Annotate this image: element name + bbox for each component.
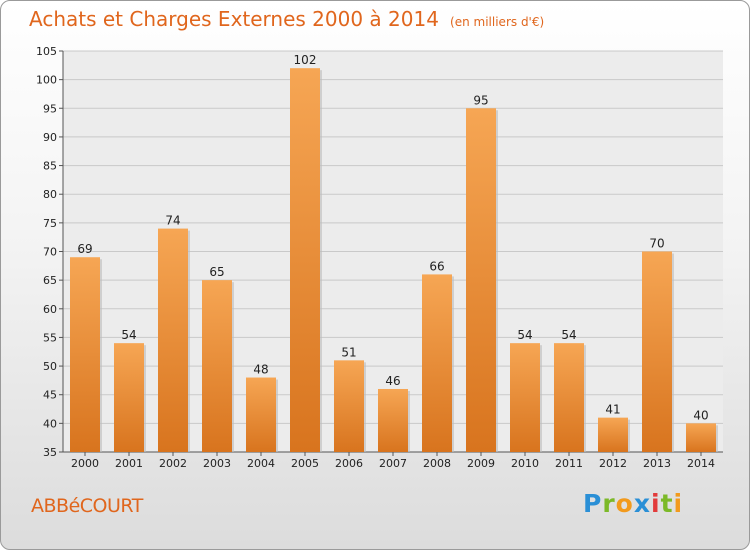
bar [334,360,364,452]
y-tick-label: 105 [36,45,57,58]
x-tick-label: 2014 [687,457,715,470]
y-tick-label: 100 [36,74,57,87]
bar-value-label: 40 [693,408,708,422]
y-tick-label: 60 [43,303,57,316]
bar-value-label: 70 [649,237,664,251]
bar-value-label: 46 [385,374,400,388]
y-tick-label: 70 [43,246,57,259]
bar [114,343,144,452]
proxiti-logo: Proxiti [583,489,684,518]
bar-value-label: 95 [473,93,488,107]
bar [598,417,628,452]
x-tick-label: 2008 [423,457,451,470]
bar [642,251,672,452]
chart-title-text: Achats et Charges Externes 2000 à 2014 [29,7,439,31]
bar-value-label: 51 [341,345,356,359]
x-tick-label: 2003 [203,457,231,470]
bar-value-label: 69 [77,242,92,256]
y-tick-label: 40 [43,417,57,430]
y-tick-label: 95 [43,102,57,115]
chart-title: Achats et Charges Externes 2000 à 2014 (… [29,7,544,31]
x-tick-label: 2013 [643,457,671,470]
x-tick-label: 2001 [115,457,143,470]
bar [378,388,408,452]
x-tick-label: 2006 [335,457,363,470]
bar [466,108,496,453]
bar [70,257,100,452]
bar [686,423,716,452]
bar [246,377,276,452]
x-tick-label: 2004 [247,457,275,470]
x-tick-label: 2000 [71,457,99,470]
x-tick-label: 2007 [379,457,407,470]
x-tick-label: 2009 [467,457,495,470]
bar [422,274,452,452]
y-tick-label: 80 [43,188,57,201]
bar-value-label: 54 [561,328,576,342]
x-tick-label: 2012 [599,457,627,470]
y-tick-label: 45 [43,389,57,402]
y-tick-label: 50 [43,360,57,373]
y-tick-label: 75 [43,217,57,230]
bar-value-label: 66 [429,259,444,273]
bar [510,343,540,452]
bar-value-label: 65 [209,265,224,279]
y-tick-label: 90 [43,131,57,144]
x-tick-label: 2011 [555,457,583,470]
y-tick-label: 65 [43,274,57,287]
bar-value-label: 54 [121,328,136,342]
bar-value-label: 74 [165,214,180,228]
bar-value-label: 48 [253,363,268,377]
x-tick-label: 2002 [159,457,187,470]
y-tick-label: 35 [43,446,57,459]
bar [554,343,584,452]
y-tick-label: 85 [43,160,57,173]
x-tick-label: 2005 [291,457,319,470]
chart-unit: (en milliers d'€) [450,15,545,29]
bar-value-label: 102 [294,53,317,67]
commune-name: ABBéCOURT [31,495,143,517]
bar-value-label: 54 [517,328,532,342]
y-tick-label: 55 [43,331,57,344]
bar [158,228,188,452]
bar [290,68,320,452]
bar [202,280,232,452]
bar-value-label: 41 [605,403,620,417]
x-tick-label: 2010 [511,457,539,470]
